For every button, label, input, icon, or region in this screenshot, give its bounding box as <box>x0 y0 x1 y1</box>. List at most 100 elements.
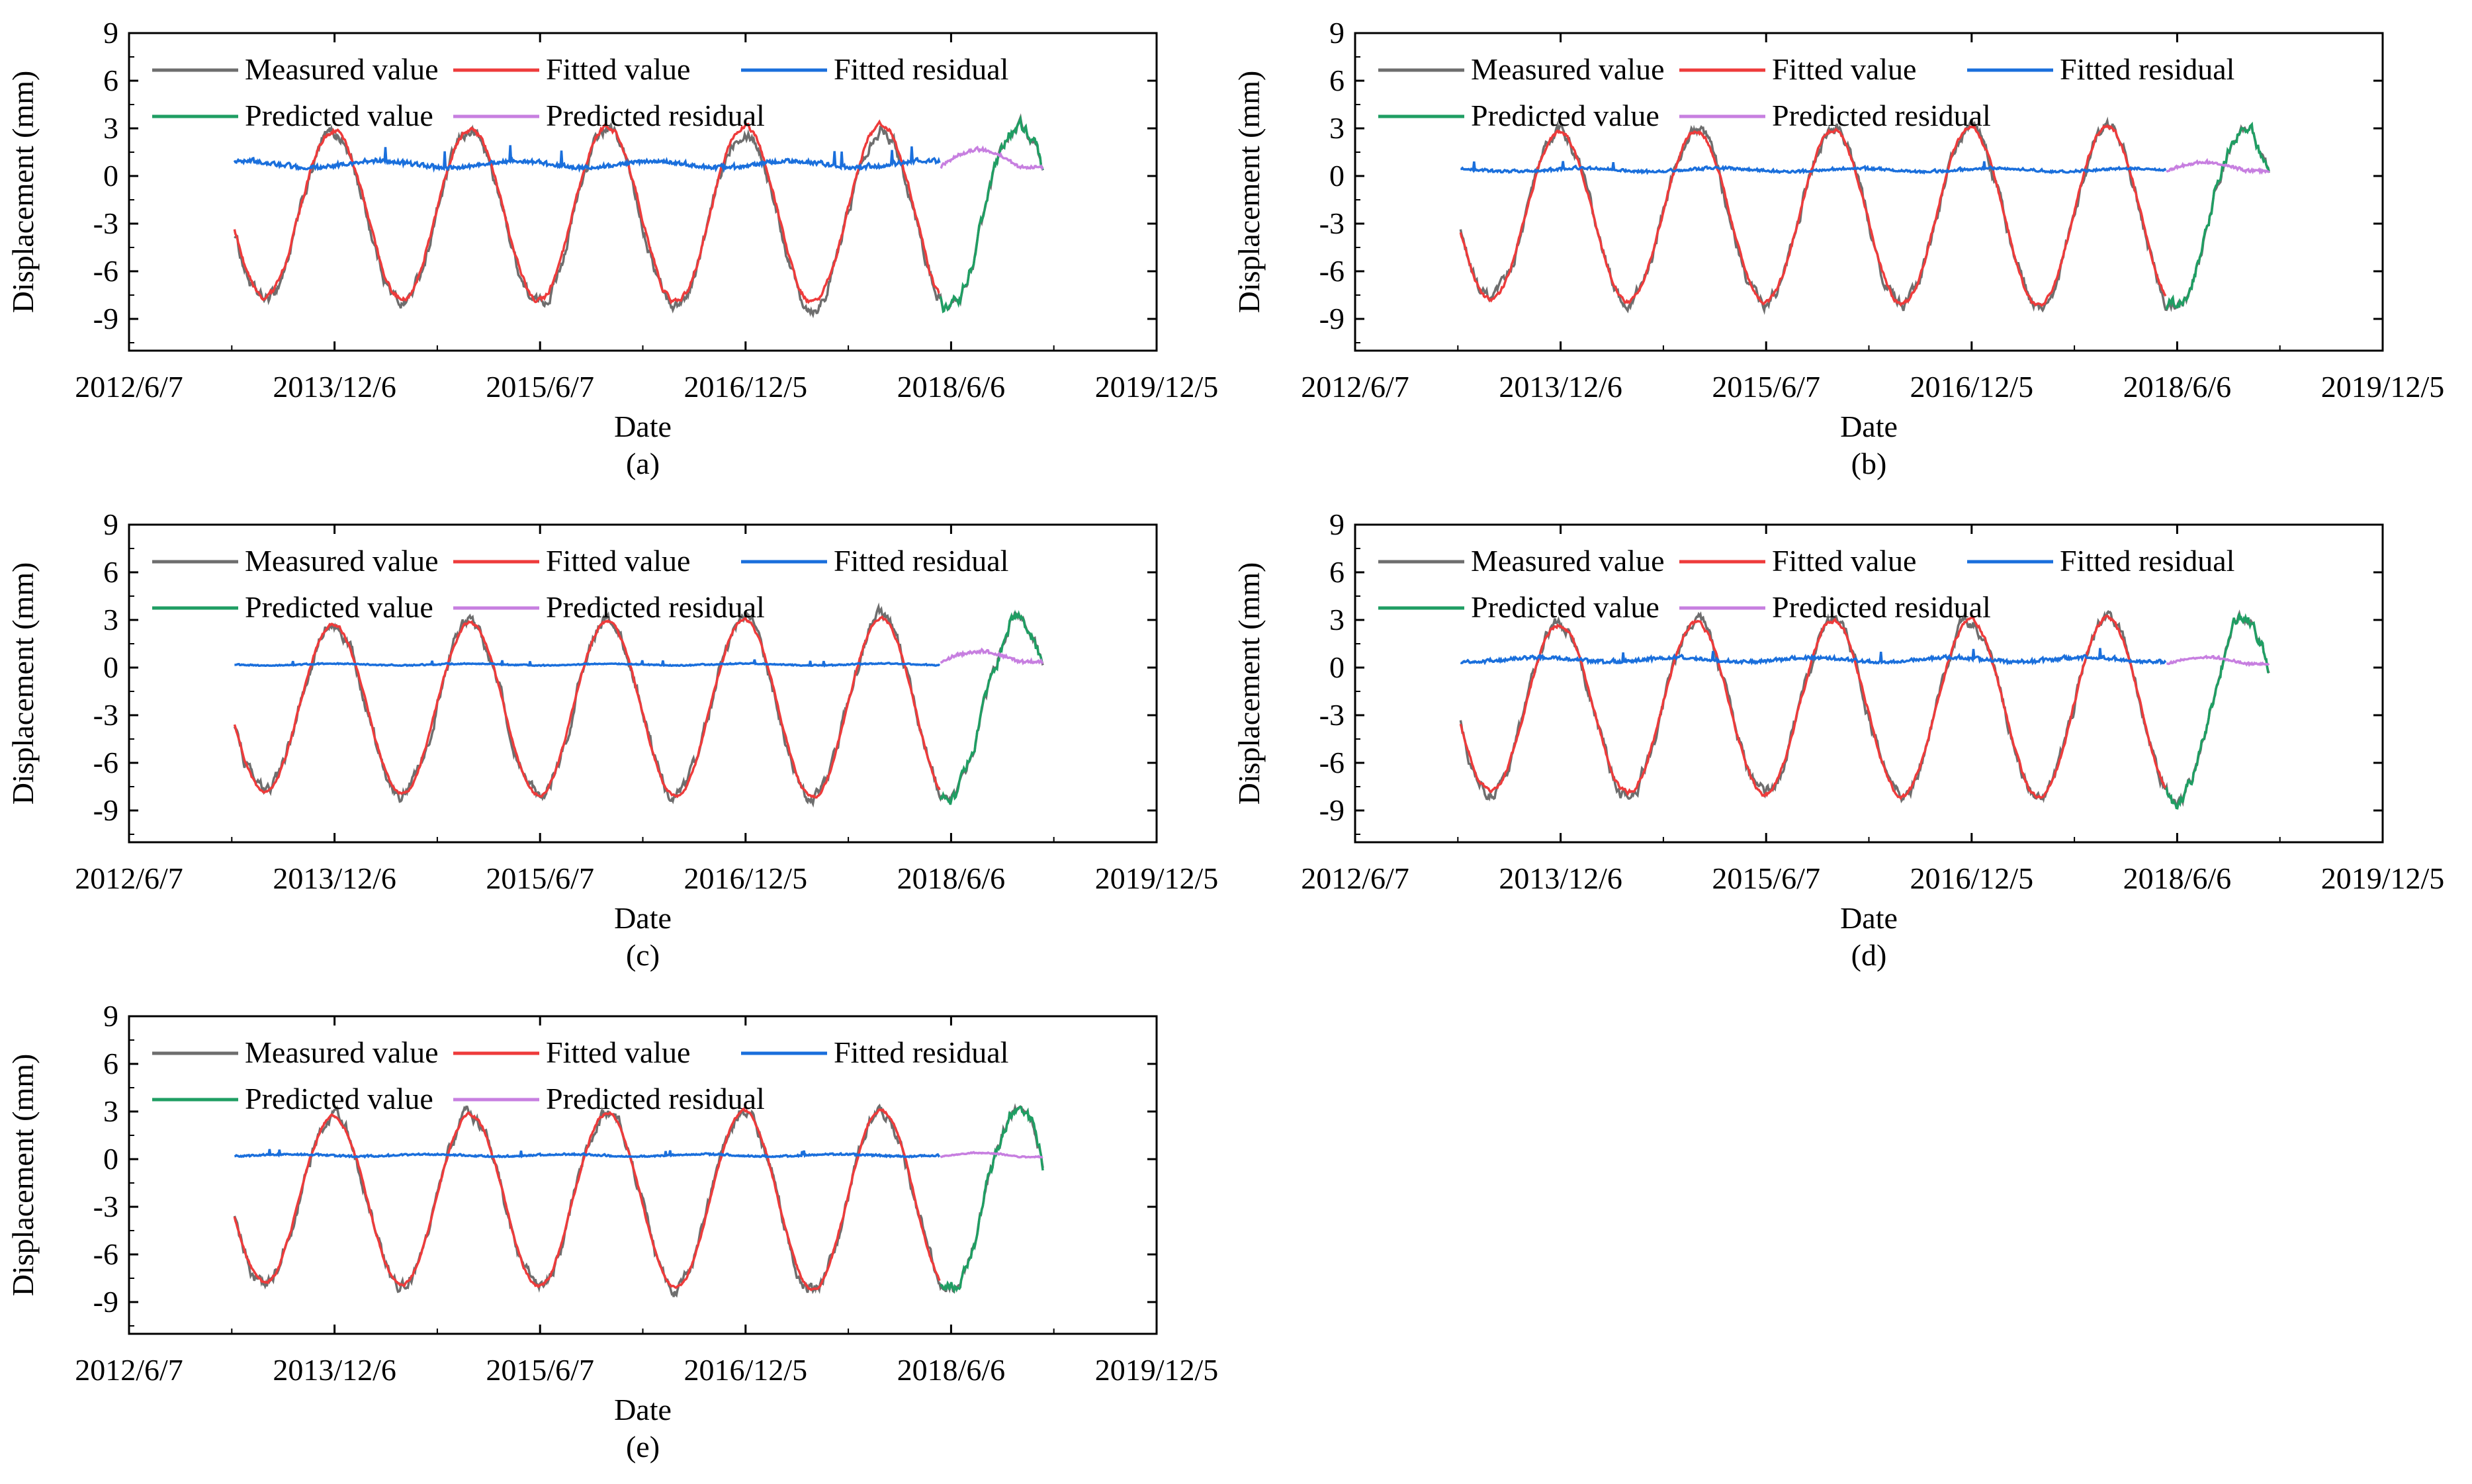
series-measured-value <box>1459 609 2270 808</box>
series-predicted-residual <box>940 647 1044 666</box>
y-axis-label: Displacement (mm) <box>6 71 40 314</box>
plot-area <box>1459 609 2270 810</box>
y-tick-label: 6 <box>103 1047 118 1080</box>
legend-label-predicted-residual: Predicted residual <box>1772 590 1991 624</box>
legend-label-fitted: Fitted value <box>1772 544 1916 578</box>
series-predicted-residual <box>940 1151 1043 1159</box>
y-tick-label: -9 <box>93 793 118 827</box>
y-tick-label: -6 <box>93 254 118 288</box>
x-tick-label: 2015/6/7 <box>486 370 594 404</box>
legend-label-fitted: Fitted value <box>546 544 690 578</box>
y-tick-label: 9 <box>103 507 118 541</box>
y-tick-label: 3 <box>103 603 118 636</box>
series-fitted-value <box>233 615 941 799</box>
x-tick-label: 2018/6/6 <box>897 861 1006 895</box>
legend-label-predicted: Predicted value <box>1471 590 1659 624</box>
y-tick-label: -9 <box>93 302 118 335</box>
x-tick-label: 2012/6/7 <box>75 861 183 895</box>
x-tick-label: 2016/12/5 <box>684 1353 808 1387</box>
legend-label-measured: Measured value <box>245 52 439 86</box>
y-axis-label: Displacement (mm) <box>6 562 40 805</box>
y-tick-label: 6 <box>103 64 118 97</box>
panel-label: (e) <box>626 1430 660 1463</box>
y-tick-label: -6 <box>93 746 118 779</box>
x-tick-label: 2013/12/6 <box>273 370 396 404</box>
chart-panel-e: 9 6 3 0 -3 -6 -9 2012/6/7 2013/12/6 2015/6/7 2016/… <box>6 999 1218 1463</box>
plot-area <box>233 1103 1044 1298</box>
panel-label: (b) <box>1851 447 1887 480</box>
y-tick-label: -3 <box>93 206 118 240</box>
x-tick-label: 2019/12/5 <box>1095 1353 1219 1387</box>
legend-label-measured: Measured value <box>245 544 439 578</box>
legend: Measured value Fitted value Fitted residua… <box>1378 52 2234 132</box>
x-tick-label: 2012/6/7 <box>1301 861 1409 895</box>
series-predicted-value <box>939 1105 1044 1294</box>
y-tick-label: -3 <box>93 698 118 732</box>
series-predicted-residual <box>2166 654 2270 668</box>
x-tick-label: 2012/6/7 <box>75 1353 183 1387</box>
y-tick-label: 9 <box>103 16 118 50</box>
series-fitted-residual <box>234 659 941 668</box>
x-tick-label: 2013/12/6 <box>273 861 396 895</box>
y-tick-label: 0 <box>103 650 118 684</box>
legend-label-measured: Measured value <box>245 1035 439 1069</box>
series-fitted-value <box>1459 614 2167 801</box>
plot-area <box>1459 116 2270 316</box>
y-tick-label: -6 <box>1319 254 1345 288</box>
legend-label-predicted-residual: Predicted residual <box>546 1082 765 1115</box>
y-tick-label: 3 <box>1329 111 1345 145</box>
legend-label-fitted-residual: Fitted residual <box>2060 52 2234 86</box>
y-tick-label: -3 <box>1319 206 1345 240</box>
y-tick-label: -6 <box>1319 746 1345 779</box>
y-tick-label: -9 <box>1319 302 1345 335</box>
legend-label-predicted-residual: Predicted residual <box>1772 99 1991 132</box>
x-tick-label: 2015/6/7 <box>486 1353 594 1387</box>
x-axis-label: Date <box>614 410 672 443</box>
y-tick-label: 0 <box>1329 650 1345 684</box>
legend: Measured value Fitted value Fitted residua… <box>152 544 1008 624</box>
series-measured-value <box>233 602 1044 808</box>
legend-label-predicted: Predicted value <box>245 590 433 624</box>
legend-label-fitted: Fitted value <box>546 1035 690 1069</box>
y-axis-label: Displacement (mm) <box>6 1054 40 1297</box>
legend: Measured value Fitted value Fitted residua… <box>152 1035 1008 1115</box>
y-tick-label: 3 <box>103 1094 118 1128</box>
x-tick-label: 2015/6/7 <box>1712 370 1820 404</box>
chart-panel-b: 9 6 3 0 -3 -6 -9 2012/6/7 2013/12/6 2015/6/7 2016/… <box>1232 16 2444 480</box>
x-tick-label: 2016/12/5 <box>684 370 808 404</box>
x-tick-label: 2015/6/7 <box>486 861 594 895</box>
chart-panel-d: 9 6 3 0 -3 -6 -9 2012/6/7 2013/12/6 2015/6/7 2016/… <box>1232 507 2444 972</box>
plot-area <box>233 113 1044 319</box>
legend-label-fitted-residual: Fitted residual <box>2060 544 2234 578</box>
series-fitted-residual <box>1460 161 2167 175</box>
series-predicted-value <box>939 609 1044 805</box>
x-axis-label: Date <box>614 1393 672 1426</box>
legend-label-measured: Measured value <box>1471 52 1665 86</box>
x-tick-label: 2019/12/5 <box>2321 370 2445 404</box>
series-fitted-value <box>1459 124 2167 308</box>
x-axis-label: Date <box>614 901 672 935</box>
chart-panel-c: 9 6 3 0 -3 -6 -9 2012/6/7 2013/12/6 2015/6/7 2016/… <box>6 507 1218 972</box>
y-tick-label: 9 <box>1329 507 1345 541</box>
legend: Measured value Fitted value Fitted residua… <box>1378 544 2234 624</box>
series-predicted-value <box>2165 613 2270 810</box>
x-tick-label: 2018/6/6 <box>897 1353 1006 1387</box>
x-tick-label: 2015/6/7 <box>1712 861 1820 895</box>
y-tick-label: -3 <box>93 1190 118 1223</box>
series-measured-value <box>1459 116 2270 316</box>
legend-label-predicted: Predicted value <box>1471 99 1659 132</box>
x-tick-label: 2019/12/5 <box>1095 370 1219 404</box>
x-tick-label: 2018/6/6 <box>2123 861 2232 895</box>
y-tick-label: 6 <box>1329 64 1345 97</box>
x-tick-label: 2018/6/6 <box>897 370 1006 404</box>
legend-label-fitted-residual: Fitted residual <box>834 52 1008 86</box>
series-measured-value <box>234 113 1044 319</box>
legend-label-predicted: Predicted value <box>245 99 433 132</box>
legend-label-predicted: Predicted value <box>245 1082 433 1115</box>
y-tick-label: 3 <box>103 111 118 145</box>
legend-label-predicted-residual: Predicted residual <box>546 99 765 132</box>
y-tick-label: -9 <box>1319 793 1345 827</box>
y-tick-label: 0 <box>103 159 118 193</box>
series-measured-value <box>233 1103 1044 1298</box>
